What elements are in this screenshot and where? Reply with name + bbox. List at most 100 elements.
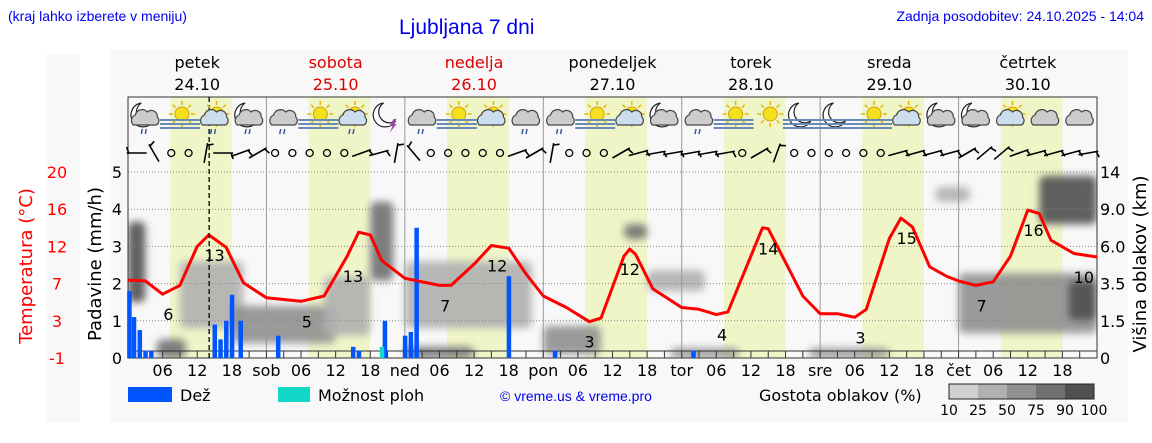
wind-calm-icon (443, 148, 453, 158)
sun-ray (483, 104, 488, 109)
wind-barb-icon (1061, 149, 1083, 157)
day-name: petek (175, 53, 221, 72)
temperature-label: 6 (163, 305, 173, 324)
wind-barb-icon (628, 149, 651, 157)
wind-barb-icon (148, 140, 160, 163)
wind-barb-flag (645, 150, 651, 157)
location-hint-link[interactable]: (kraj lahko izberete v meniju) (8, 8, 187, 24)
wind-calm-icon (790, 148, 799, 158)
x-hour-label: 18 (1052, 361, 1072, 380)
wind-barb-icon (772, 143, 786, 163)
copyright-link[interactable]: © vreme.us & vreme.pro (500, 388, 652, 404)
cloud-shape (649, 109, 679, 126)
sun-ray (310, 104, 315, 109)
density-swatch (1065, 384, 1094, 399)
wind-barb-shaft (549, 143, 555, 163)
sun-cloud-icon (892, 101, 922, 127)
wind-barb-icon (125, 146, 147, 154)
wind-barb-shaft (697, 150, 718, 156)
cloud-shape (476, 109, 506, 126)
sun-ray (760, 104, 765, 109)
wind-barb-shaft (1078, 150, 1099, 156)
wind-barb-shaft (714, 150, 735, 156)
wind-barb-shaft (958, 147, 977, 159)
wind-barb-icon (230, 148, 253, 158)
density-scale-frame (948, 383, 1095, 400)
wind-calm-icon (841, 148, 851, 158)
density-swatch (978, 384, 1007, 399)
sun-ray (1002, 104, 1007, 109)
sun-ray (172, 104, 177, 109)
x-hour-label: 18 (222, 361, 242, 380)
wind-barb-flag (125, 146, 130, 154)
x-day-label: pon (528, 361, 558, 380)
cloud-rain-icon (546, 109, 575, 135)
sun-ray (760, 119, 765, 124)
moon-cloud-icon (649, 102, 679, 128)
x-hour-label: 12 (879, 361, 899, 380)
rain-bar (137, 330, 143, 358)
wind-calm-icon (478, 148, 487, 158)
wind-barb-shaft (148, 143, 160, 163)
wind-barb-icon (549, 143, 560, 163)
sun-shape (762, 106, 778, 122)
x-day-label: čet (946, 361, 971, 380)
rain-drop (698, 128, 701, 135)
cloud-height-tick: 3.5 (1100, 275, 1125, 294)
cloud-shape (200, 109, 229, 126)
cloud-shape (961, 109, 991, 126)
lightning-shape (389, 119, 397, 133)
cloud-blob (1039, 175, 1097, 225)
wind-barb-icon (406, 141, 421, 162)
wind-calm-icon (824, 148, 833, 158)
last-update: Zadnja posodobitev: 24.10.2025 - 14:04 (896, 8, 1144, 24)
rain-bar (238, 320, 243, 358)
rain-legend-swatch (128, 387, 172, 402)
cloud-height-tick: 0 (1100, 349, 1110, 368)
cloud-shape (130, 109, 160, 126)
cloud-blob (1068, 280, 1097, 321)
wind-barb-icon (369, 149, 391, 157)
sun-cloud-rain-icon (338, 101, 368, 135)
sun-ray (206, 104, 211, 109)
rain-bar (224, 320, 229, 358)
cloud-shape (892, 109, 921, 126)
temperature-tick: 3 (52, 312, 62, 331)
wind-barb-shaft (905, 149, 926, 157)
density-swatch (1007, 384, 1036, 399)
rain-drop (209, 128, 213, 135)
wind-barb-icon (248, 147, 270, 159)
x-hour-label: 12 (187, 361, 207, 380)
wind-barb-icon (940, 149, 962, 157)
rain-bar (506, 276, 512, 358)
sun-icon (757, 101, 784, 127)
wind-calm-icon (340, 148, 349, 158)
wind-barb-shaft (351, 148, 372, 158)
sun-shape (174, 106, 190, 122)
rain-drop (282, 128, 286, 135)
wind-calm-icon (184, 148, 193, 158)
sun-ray (464, 104, 469, 109)
wind-barb-shaft (525, 147, 544, 159)
wind-barb-flag (990, 147, 997, 152)
cloud-blob (179, 261, 244, 329)
day-name: sobota (309, 53, 363, 72)
x-day-label: sob (252, 361, 280, 380)
wind-barb-icon (612, 147, 634, 159)
wind-barb-icon (525, 147, 547, 159)
moon-thunder-icon (372, 102, 397, 133)
sun-ray (1018, 104, 1023, 109)
wind-barb-icon (1078, 150, 1100, 158)
wind-barb-shaft (1026, 149, 1047, 157)
rain-drop (521, 128, 524, 135)
wind-barb-flag (553, 143, 560, 146)
density-swatch (1036, 384, 1065, 399)
cloud-blob (128, 221, 146, 303)
rain-bar (408, 331, 414, 358)
wind-barb-flag (207, 143, 214, 146)
sun-cloud-icon (996, 101, 1026, 127)
cloud-blob (543, 325, 601, 355)
temperature-label: 3 (855, 328, 865, 347)
cloud-shape (615, 109, 644, 126)
density-level-label: 10 (940, 403, 958, 419)
